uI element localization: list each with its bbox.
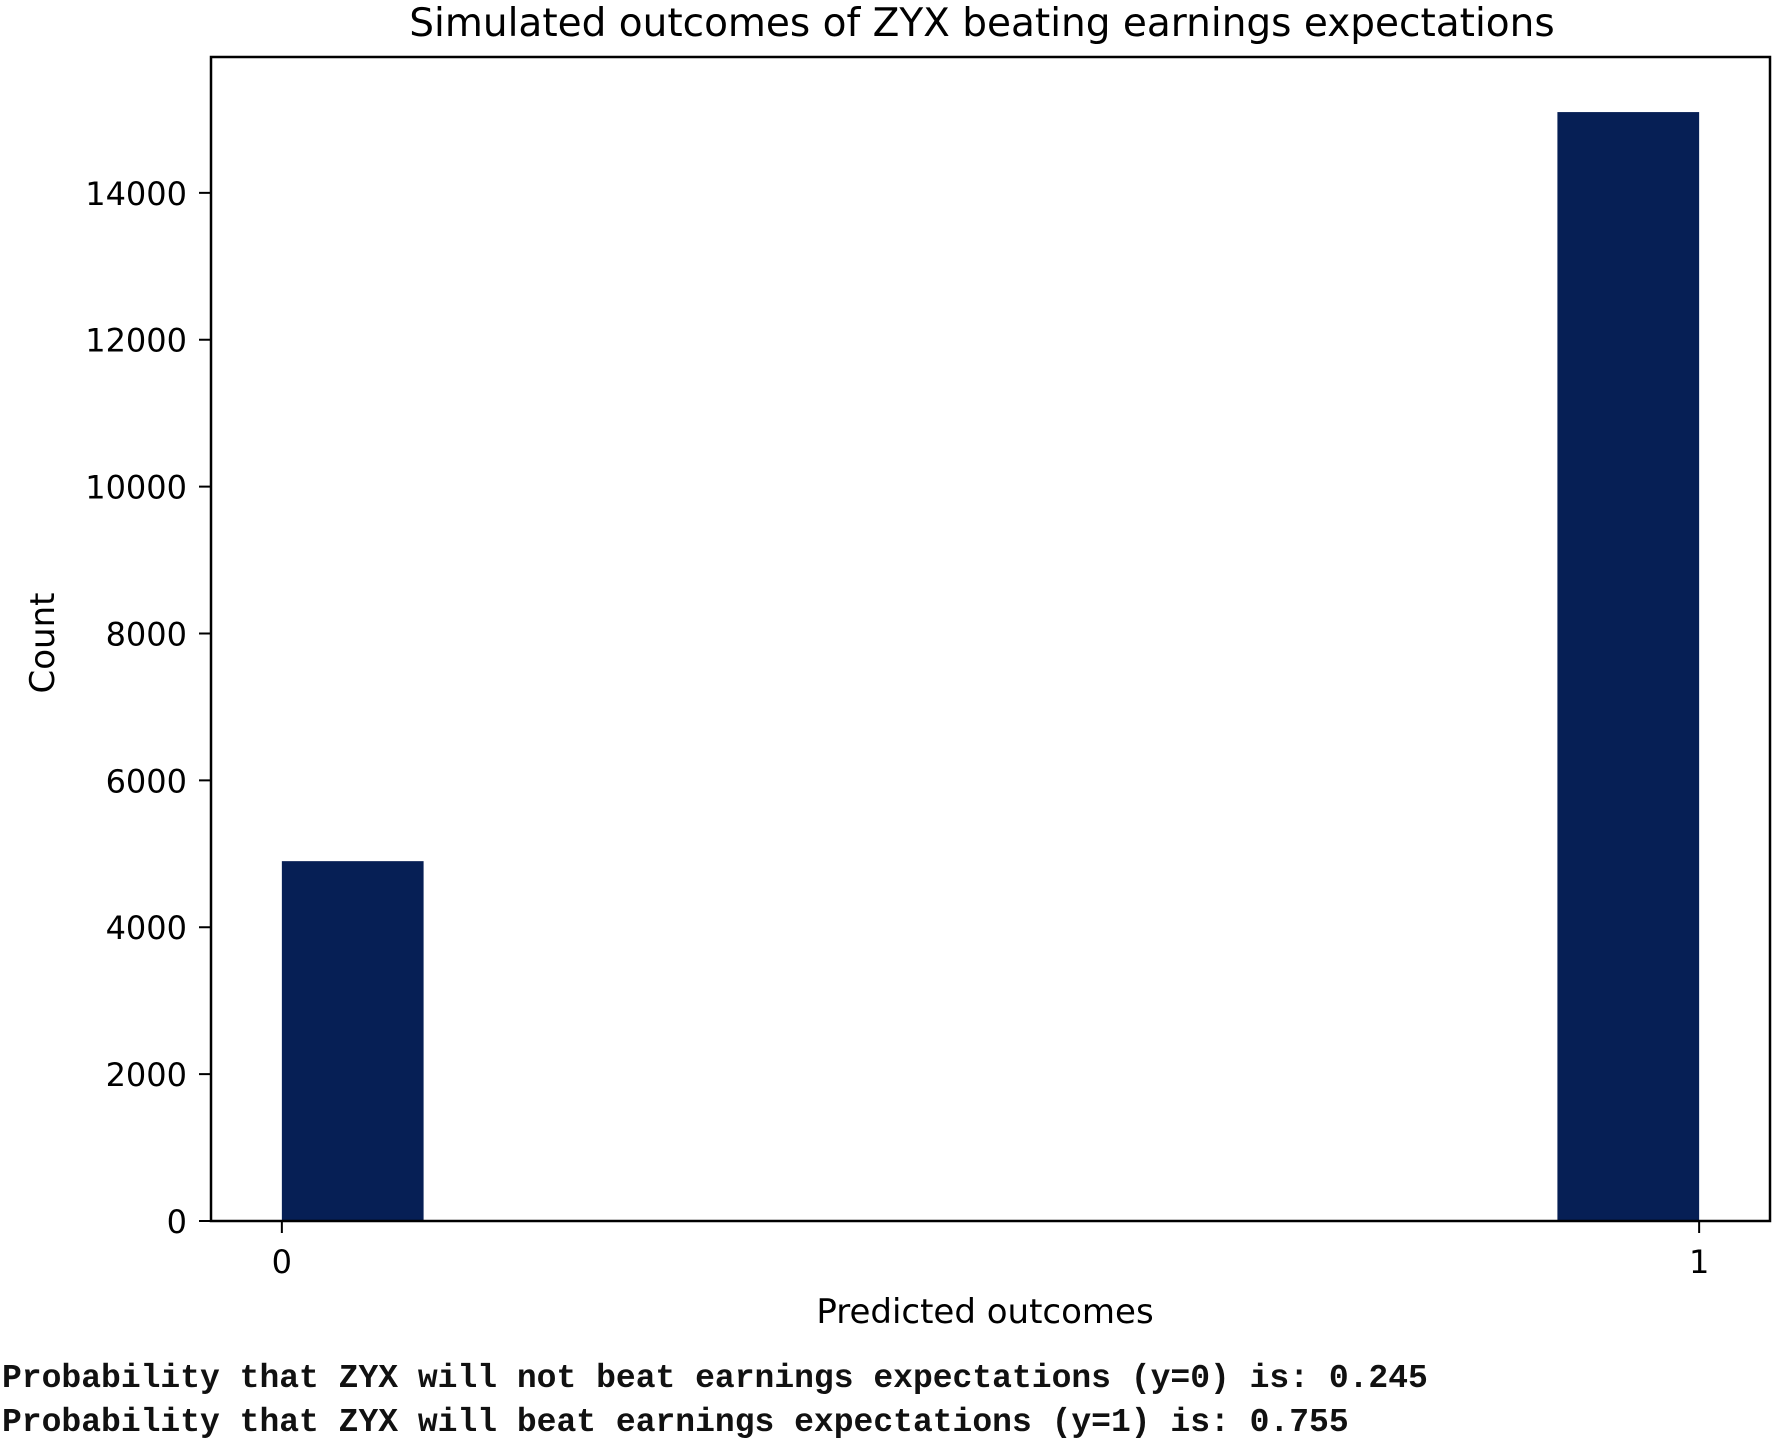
y-tick-label: 12000 (85, 322, 187, 360)
x-tick-label: 0 (272, 1243, 292, 1281)
plot-frame (209, 55, 1772, 1223)
probability-output-line-0: Probability that ZYX will not beat earni… (2, 1360, 1428, 1397)
histogram-chart: Simulated outcomes of ZYX beating earnin… (23, 1, 1772, 1330)
y-tick-label: 0 (167, 1203, 187, 1241)
x-tick-label: 1 (1689, 1243, 1709, 1281)
x-axis-label: Predicted outcomes (816, 1292, 1153, 1330)
y-tick-label: 10000 (85, 469, 187, 507)
y-tick-label: 6000 (106, 762, 187, 800)
bar-1 (1557, 112, 1700, 1222)
y-axis-label: Count (23, 593, 63, 694)
y-tick-label: 14000 (85, 175, 187, 213)
probability-output-line-1: Probability that ZYX will beat earnings … (2, 1404, 1349, 1441)
bars-group (281, 112, 1700, 1222)
y-tick-label: 8000 (106, 615, 187, 653)
bar-0 (281, 861, 424, 1221)
chart-title: Simulated outcomes of ZYX beating earnin… (409, 1, 1554, 46)
y-tick-label: 4000 (106, 909, 187, 947)
y-axis-ticks: 0 2000 4000 6000 8000 10000 12000 14000 (85, 175, 211, 1241)
y-tick-label: 2000 (106, 1056, 187, 1094)
